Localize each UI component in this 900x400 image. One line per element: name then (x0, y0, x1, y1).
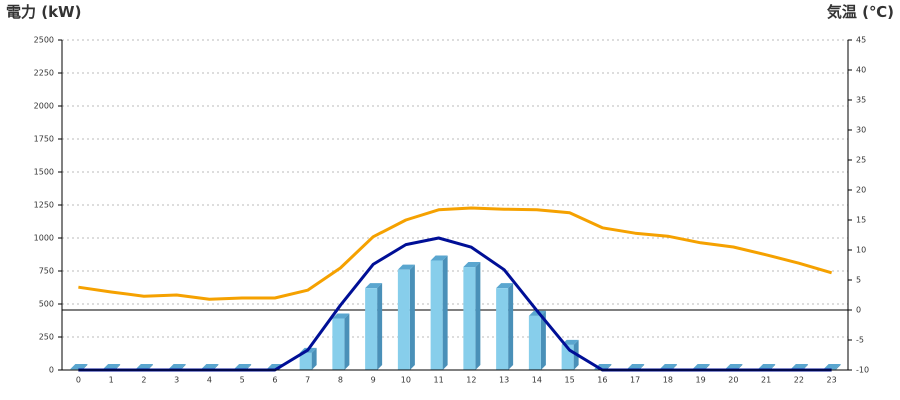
y2-tick-label: 40 (856, 66, 866, 75)
y2-axis-title: 気温 (℃) (827, 3, 894, 21)
y-tick-label: 500 (39, 300, 54, 309)
y2-tick-label: -5 (856, 336, 864, 345)
x-tick-label: 1 (109, 376, 114, 385)
x-tick-label: 18 (663, 376, 673, 385)
bar-top (397, 264, 415, 270)
bar-side (377, 283, 383, 370)
x-tick-label: 8 (338, 376, 343, 385)
y-tick-label: 1250 (34, 201, 54, 210)
y2-tick-label: 20 (856, 186, 866, 195)
bar-top (234, 364, 252, 369)
y2-tick-label: 10 (856, 246, 866, 255)
y2-tick-label: 35 (856, 96, 866, 105)
x-tick-label: 15 (565, 376, 575, 385)
bar (332, 318, 345, 370)
x-tick-label: 16 (597, 376, 607, 385)
bar-top (135, 364, 153, 369)
bar-top (201, 364, 219, 369)
bar-side (344, 313, 350, 370)
bar-side (475, 262, 481, 370)
y-axis-title: 電力 (kW) (6, 3, 81, 21)
y2-tick-label: 25 (856, 156, 866, 165)
y-tick-label: 750 (39, 267, 54, 276)
bar (463, 267, 476, 370)
line-series (78, 206, 833, 301)
bar (365, 288, 378, 370)
y-tick-label: 1500 (34, 168, 54, 177)
x-tick-label: 5 (240, 376, 245, 385)
y2-tick-label: 30 (856, 126, 866, 135)
bar-top (823, 364, 841, 369)
bar-top (103, 364, 121, 369)
x-tick-label: 2 (141, 376, 146, 385)
bar-side (311, 347, 317, 370)
bar-top (692, 364, 710, 369)
bar-top (430, 255, 448, 261)
bar-top (332, 313, 350, 319)
x-tick-label: 13 (499, 376, 509, 385)
y2-tick-label: 45 (856, 36, 866, 45)
bar-side (540, 310, 546, 370)
bar (299, 352, 312, 370)
x-tick-label: 12 (466, 376, 476, 385)
y-tick-label: 2250 (34, 69, 54, 78)
bar (496, 288, 509, 370)
bar (528, 315, 541, 370)
x-tick-label: 21 (761, 376, 771, 385)
y2-tick-label: 5 (856, 276, 861, 285)
x-tick-label: 19 (696, 376, 706, 385)
bar-top (70, 364, 88, 369)
bar (397, 269, 410, 370)
y-tick-label: 1750 (34, 135, 54, 144)
x-tick-label: 9 (371, 376, 376, 385)
x-tick-label: 14 (532, 376, 542, 385)
bar-side (409, 264, 415, 370)
x-tick-label: 4 (207, 376, 212, 385)
y-tick-label: 1000 (34, 234, 54, 243)
y-tick-label: 2500 (34, 36, 54, 45)
x-tick-label: 3 (174, 376, 179, 385)
bar-top (627, 364, 645, 369)
y-tick-label: 2000 (34, 102, 54, 111)
bar-side (835, 364, 841, 370)
bar-top (365, 283, 383, 289)
x-tick-label: 23 (827, 376, 837, 385)
x-tick-label: 10 (401, 376, 411, 385)
y2-tick-label: -10 (856, 366, 869, 375)
bar-top (758, 364, 776, 369)
bar-top (463, 262, 481, 268)
bar-side (508, 283, 514, 370)
bar-top (790, 364, 808, 369)
x-tick-label: 22 (794, 376, 804, 385)
x-tick-label: 7 (305, 376, 310, 385)
bar (430, 260, 443, 370)
bar-top (659, 364, 677, 369)
y2-tick-label: 15 (856, 216, 866, 225)
x-tick-label: 20 (728, 376, 738, 385)
y-tick-label: 0 (49, 366, 54, 375)
x-tick-label: 11 (434, 376, 444, 385)
y-tick-label: 250 (39, 333, 54, 342)
y2-tick-label: 0 (856, 306, 861, 315)
x-tick-label: 17 (630, 376, 640, 385)
bar-side (442, 255, 448, 370)
bar-top (168, 364, 186, 369)
bar-top (496, 283, 514, 289)
x-tick-label: 0 (76, 376, 81, 385)
bar-top (725, 364, 743, 369)
x-tick-label: 6 (272, 376, 277, 385)
